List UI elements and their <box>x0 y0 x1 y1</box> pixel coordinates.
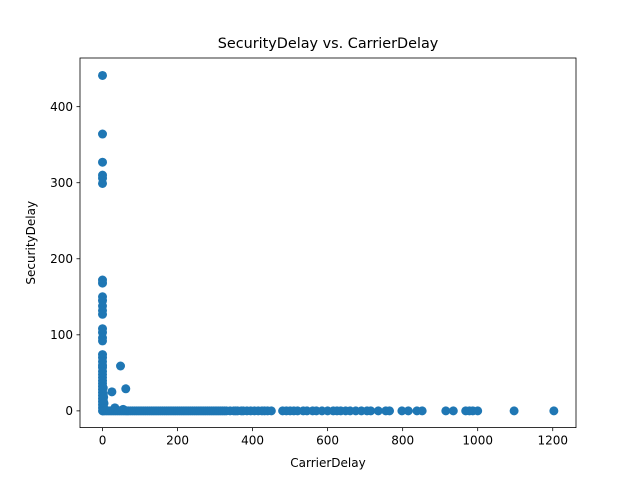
scatter-point <box>417 406 427 416</box>
scatter-point <box>549 406 559 416</box>
scatter-point <box>98 70 108 80</box>
scatter-point <box>397 406 407 416</box>
x-tick-label: 400 <box>241 434 264 448</box>
scatter-point <box>266 406 276 416</box>
scatter-point <box>403 406 413 416</box>
points-layer <box>98 70 559 416</box>
y-axis-label: SecurityDelay <box>24 201 38 285</box>
scatter-point <box>448 406 458 416</box>
scatter-point <box>98 178 108 188</box>
scatter-point <box>121 384 131 394</box>
y-tick-label: 100 <box>50 328 73 342</box>
y-tick-label: 400 <box>50 100 73 114</box>
chart-title: SecurityDelay vs. CarrierDelay <box>218 36 439 52</box>
scatter-point <box>98 309 108 319</box>
y-tick-label: 0 <box>65 404 73 418</box>
x-tick-label: 1200 <box>537 434 568 448</box>
x-tick-label: 600 <box>316 434 339 448</box>
scatter-point <box>98 336 108 346</box>
scatter-point <box>473 406 483 416</box>
scatter-point <box>98 129 108 139</box>
scatter-point <box>366 406 376 416</box>
scatter-point <box>107 387 117 397</box>
scatter-point <box>385 406 395 416</box>
scatter-point <box>509 406 519 416</box>
scatter-point <box>98 157 108 167</box>
x-tick-label: 200 <box>166 434 189 448</box>
x-axis-label: CarrierDelay <box>290 456 365 470</box>
y-tick-label: 200 <box>50 252 73 266</box>
x-tick-label: 1000 <box>462 434 493 448</box>
scatter-point <box>441 406 451 416</box>
y-axis: 0 100 200 300 400 <box>50 100 80 418</box>
x-tick-label: 0 <box>99 434 107 448</box>
scatter-point <box>373 406 383 416</box>
scatter-point <box>98 278 108 288</box>
scatter-point <box>116 361 126 371</box>
x-tick-label: 800 <box>391 434 414 448</box>
x-axis: 0 200 400 600 800 1000 1200 <box>99 427 568 448</box>
y-tick-label: 300 <box>50 176 73 190</box>
plot-frame <box>79 57 577 429</box>
